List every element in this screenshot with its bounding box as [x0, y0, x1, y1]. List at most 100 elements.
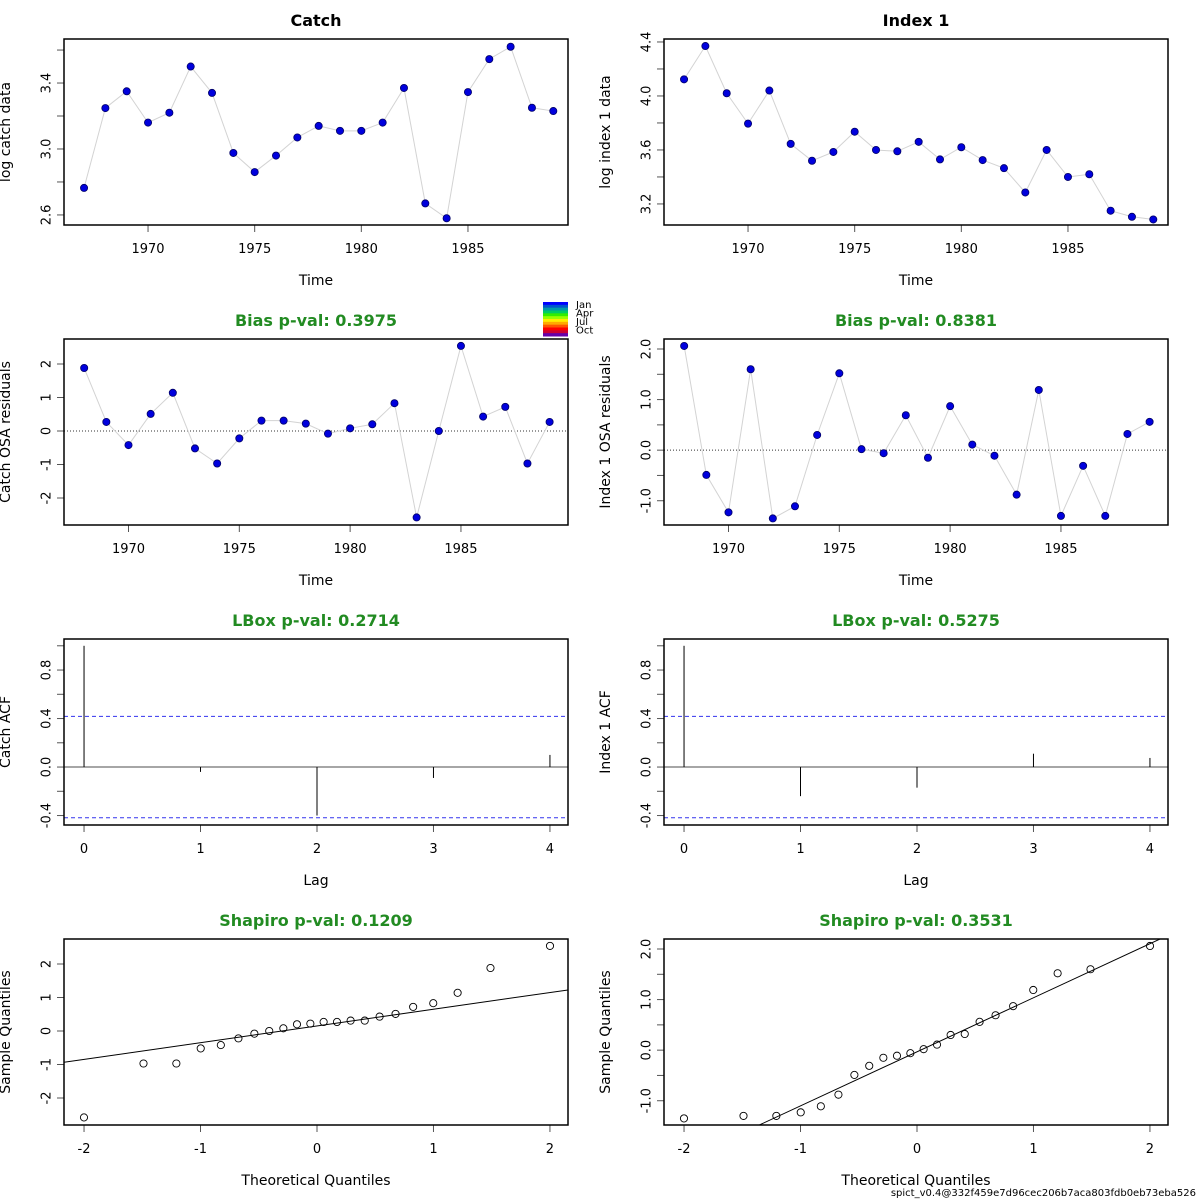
data-point — [990, 451, 999, 460]
y-tick-label: 0.8 — [640, 660, 655, 681]
data-point — [746, 365, 755, 374]
x-tick-label: 2 — [913, 842, 921, 857]
x-tick-label: 1980 — [334, 542, 367, 557]
panel-catch-data: Catch 1970 1975 1980 1985 2.6 3.0 3.4 Time log ca… — [0, 11, 569, 289]
panel-index1-qq: Shapiro p-val: 0.3531 -2 -1 0 1 2 -1.0 0.0 1.0 2.… — [598, 911, 1169, 1189]
data-point — [1063, 172, 1072, 181]
qq-point — [932, 1040, 942, 1049]
x-tick-label: 1980 — [934, 542, 967, 557]
qq-point — [79, 1113, 89, 1122]
data-point — [701, 42, 710, 51]
y-tick-label: 2.0 — [640, 339, 655, 360]
qq-point — [946, 1030, 955, 1040]
y-tick-label: 0.0 — [40, 757, 55, 778]
x-tick-label: 1 — [429, 1142, 437, 1157]
qq-point — [279, 1024, 288, 1033]
data-point — [186, 62, 195, 71]
y-tick-label: 1 — [40, 393, 55, 401]
y-tick-label: 2.0 — [640, 939, 655, 960]
plot-frame — [663, 38, 1169, 226]
y-tick-label: 2 — [40, 360, 55, 368]
data-point — [250, 168, 259, 177]
data-point — [323, 429, 332, 438]
x-tick-label: 1985 — [451, 242, 484, 257]
y-axis-label: Sample Quantiles — [598, 970, 614, 1093]
y-axis-label: log catch data — [0, 82, 14, 182]
data-point — [914, 137, 923, 146]
plot-area — [64, 645, 568, 819]
series-line — [83, 46, 554, 220]
y-tick-label: 0.4 — [640, 708, 655, 729]
x-tick-label: 1985 — [1051, 242, 1084, 257]
data-point — [1101, 511, 1110, 520]
data-point — [790, 502, 799, 511]
data-point — [549, 107, 558, 116]
y-axis-label: Index 1 ACF — [598, 690, 614, 774]
data-point — [506, 42, 515, 51]
data-point — [1056, 511, 1065, 520]
qq-point — [409, 1002, 418, 1011]
data-point — [301, 419, 310, 428]
data-point — [527, 103, 536, 112]
y-tick-label: 0.4 — [40, 708, 55, 729]
panel-catch-qq: Shapiro p-val: 0.1209 -2 -1 0 1 2 -2 -1 0 1 2 Theor… — [0, 911, 569, 1189]
qq-point — [319, 1017, 328, 1026]
data-point — [545, 417, 554, 426]
plot-area — [679, 939, 1162, 1125]
data-point — [208, 88, 217, 97]
data-point — [808, 156, 817, 165]
qq-point — [796, 1108, 805, 1117]
panel-catch-acf: LBox p-val: 0.2714 0 1 2 3 4 -0.4 0.0 0.4 0.8 Lag C… — [0, 611, 569, 889]
legend-label: Jan — [575, 300, 591, 311]
y-tick-label: 3.2 — [640, 194, 655, 215]
data-point — [368, 420, 377, 429]
data-point — [378, 118, 387, 127]
panel-index1-acf: LBox p-val: 0.5275 0 1 2 3 4 -0.4 0.0 0.4 0.8 Lag I… — [598, 611, 1169, 889]
qq-point — [306, 1019, 315, 1028]
chart-title: Bias p-val: 0.3975 — [235, 311, 397, 330]
qq-point — [1145, 941, 1155, 951]
y-tick-label: 0 — [40, 1027, 55, 1035]
data-point — [102, 417, 111, 426]
data-point — [421, 199, 430, 208]
y-tick-label: -0.4 — [640, 803, 655, 828]
y-tick-label: 0.8 — [40, 660, 55, 681]
y-tick-label: 2 — [40, 960, 55, 968]
data-point — [80, 364, 89, 373]
series-line — [83, 344, 551, 518]
x-tick-label: 1980 — [345, 242, 378, 257]
chart-title: Bias p-val: 0.8381 — [835, 311, 997, 330]
qq-point — [975, 1017, 984, 1026]
data-point — [399, 83, 408, 92]
legend-swatch — [543, 302, 568, 306]
data-point — [786, 139, 795, 148]
qq-point — [234, 1034, 243, 1043]
qq-point — [892, 1051, 902, 1060]
data-point — [850, 127, 859, 136]
qq-point — [834, 1090, 843, 1099]
x-tick-label: 1975 — [838, 242, 871, 257]
x-tick-label: 1 — [196, 842, 204, 857]
y-tick-label: -1.0 — [640, 488, 655, 513]
x-tick-label: 1 — [796, 842, 804, 857]
data-point — [1149, 215, 1158, 224]
data-point — [122, 87, 131, 96]
legend-swatch — [543, 330, 568, 334]
y-tick-label: 3.0 — [40, 139, 55, 160]
qq-point — [216, 1041, 225, 1050]
x-tick-label: 1985 — [1044, 542, 1077, 557]
chart-title: LBox p-val: 0.2714 — [232, 611, 400, 630]
data-point — [957, 143, 966, 152]
y-tick-label: 4.4 — [640, 32, 655, 53]
data-point — [893, 147, 902, 156]
y-tick-label: -1 — [40, 1058, 55, 1071]
data-point — [144, 118, 153, 127]
plot-area — [64, 341, 568, 522]
data-point — [724, 508, 733, 517]
qq-point — [816, 1102, 825, 1111]
panel-index1-data: Index 1 1970 1975 1980 1985 3.2 3.6 4.0 4.4 Time l… — [598, 11, 1169, 289]
data-point — [722, 89, 731, 98]
x-axis-label: Lag — [303, 873, 328, 889]
chart-title: Shapiro p-val: 0.1209 — [219, 911, 413, 930]
